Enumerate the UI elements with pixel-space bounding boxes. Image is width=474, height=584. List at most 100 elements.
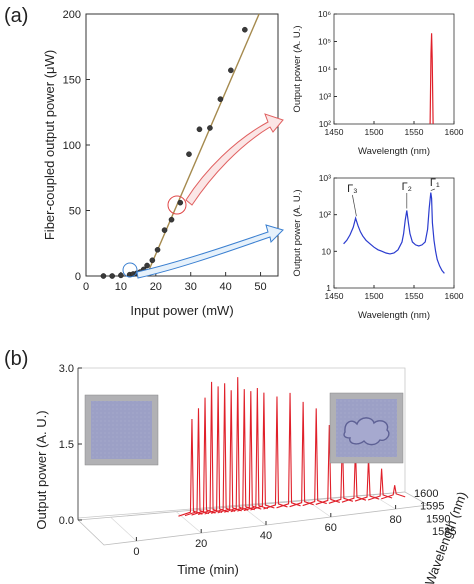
main-x-ticks: 0 10 20 30 40 50: [83, 272, 267, 293]
spike-trace: [250, 392, 275, 511]
x-tick-label: 1500: [365, 127, 384, 137]
data-point: [228, 67, 234, 74]
wavelength-tick-label: 1600: [414, 488, 438, 500]
panel-b-label: (b): [4, 348, 28, 370]
data-point: [186, 151, 192, 157]
mode-spectrum: [343, 192, 445, 274]
spike-trace: [315, 424, 340, 505]
data-point: [161, 227, 168, 233]
time-tick-label: 0: [133, 546, 139, 558]
inset-spectrum-lasing: 1450 1500 1550 1600 10² 10³ 10⁴ 10⁵ 10⁶ Wavelen…: [292, 9, 464, 157]
x-tick-label: 0: [83, 281, 89, 293]
inset1-x-title: Wavelength (nm): [358, 146, 430, 157]
y-tick-label: 10⁵: [318, 37, 331, 47]
data-point: [144, 262, 150, 269]
x-tick-label: 1550: [405, 291, 424, 301]
floor: [77, 491, 430, 546]
inset-spectrum-modes: 1450 1500 1550 1600 1 10 10² 10³ Wavelength (n…: [292, 173, 464, 321]
power-tick-label: 3.0: [59, 363, 74, 375]
floor-grid: [110, 494, 396, 542]
x-tick-label: 40: [220, 281, 232, 293]
main-y-title: Fiber-coupled output power (μW): [42, 50, 57, 240]
x-tick-label: 1600: [445, 291, 464, 301]
spike-trace: [367, 468, 393, 501]
data-point: [149, 257, 156, 264]
mode-label: Γ₃: [347, 183, 358, 195]
x-tick-label: 10: [115, 281, 127, 293]
arrow-to-spectrum-2: [136, 224, 284, 279]
mode-pointer: [430, 188, 435, 191]
spike-trace: [276, 392, 301, 509]
data-point: [100, 273, 107, 279]
inset2-y-ticks: 1 10 10² 10³: [319, 173, 337, 293]
y-tick-label: 10: [322, 246, 332, 256]
spike-trace: [263, 396, 288, 510]
power-ticks: 0.0 1.5 3.0: [59, 363, 82, 527]
x-tick-label: 1450: [325, 127, 344, 137]
main-plot-frame: [85, 13, 279, 277]
x-tick-label: 1500: [365, 291, 384, 301]
x-tick-label: 30: [185, 281, 197, 293]
spike-trace: [302, 408, 327, 507]
x-tick-label: 1600: [445, 127, 464, 137]
y-tick-label: 10⁶: [318, 9, 331, 19]
y-tick-label: 10²: [319, 119, 331, 129]
time-tick-label: 80: [389, 514, 401, 526]
y-tick-label: 0: [75, 271, 81, 283]
x-tick-label: 1550: [405, 127, 424, 137]
data-point: [154, 246, 161, 253]
y-tick-label: 10²: [319, 210, 331, 220]
time-tick-label: 60: [325, 522, 337, 534]
inset1-y-ticks: 10² 10³ 10⁴ 10⁵ 10⁶: [318, 9, 337, 129]
arrow-to-spectrum-1: [185, 113, 284, 206]
floor-grid-line: [110, 516, 137, 542]
mode-label: Γ₁: [430, 177, 440, 189]
lasing-peak: [429, 33, 434, 125]
data-point: [177, 199, 184, 206]
x-tick-label: 20: [150, 281, 162, 293]
data-point: [207, 125, 213, 131]
cavity-image-before: [84, 394, 159, 466]
main-plot: 0 10 20 30 40 50 0 50 100 150 200 Input power (mW…: [42, 9, 279, 318]
mode-annotations: Γ₃ Γ₂ Γ₁: [347, 177, 440, 217]
y-tick-label: 100: [63, 140, 81, 152]
time-ticks: 0 20 40 60 80: [133, 505, 402, 558]
power-title: Output power (A. U.): [34, 410, 49, 529]
data-point: [217, 96, 224, 102]
x-tick-label: 50: [254, 281, 266, 293]
highlight-circle-blue: [122, 262, 138, 278]
inset2-x-ticks: 1450 1500 1550 1600: [325, 285, 464, 301]
data-point: [168, 216, 175, 223]
main-y-ticks: 0 50 100 150 200: [63, 9, 90, 283]
y-tick-label: 200: [63, 9, 81, 21]
y-tick-label: 1: [326, 283, 331, 293]
time-tick-label: 40: [260, 530, 272, 542]
power-tick-label: 0.0: [59, 515, 74, 527]
x-tick-label: 1450: [325, 291, 344, 301]
y-tick-label: 150: [63, 75, 81, 87]
y-tick-label: 10³: [319, 173, 331, 183]
data-point: [109, 273, 115, 279]
inset1-y-title: Output power (A. U.): [292, 25, 303, 112]
data-point: [242, 26, 248, 33]
data-point: [196, 126, 203, 133]
time-tick-label: 20: [195, 538, 207, 550]
y-tick-label: 10⁴: [318, 64, 331, 74]
deformed-cavity-outline: [343, 417, 390, 446]
inset1-frame: [333, 13, 455, 125]
power-tick-label: 1.5: [59, 439, 74, 451]
y-tick-label: 10³: [319, 92, 331, 102]
spike-trace: [289, 401, 314, 508]
panel-a-label: (a): [4, 5, 28, 27]
spike-trace: [381, 485, 406, 500]
time-title: Time (min): [177, 562, 239, 577]
data-point: [118, 272, 124, 279]
main-x-title: Input power (mW): [130, 303, 233, 318]
inset1-x-ticks: 1450 1500 1550 1600: [325, 121, 464, 137]
highlight-circle-red: [167, 195, 187, 215]
cavity-image-after: [329, 392, 404, 464]
inset2-frame: [333, 177, 455, 289]
